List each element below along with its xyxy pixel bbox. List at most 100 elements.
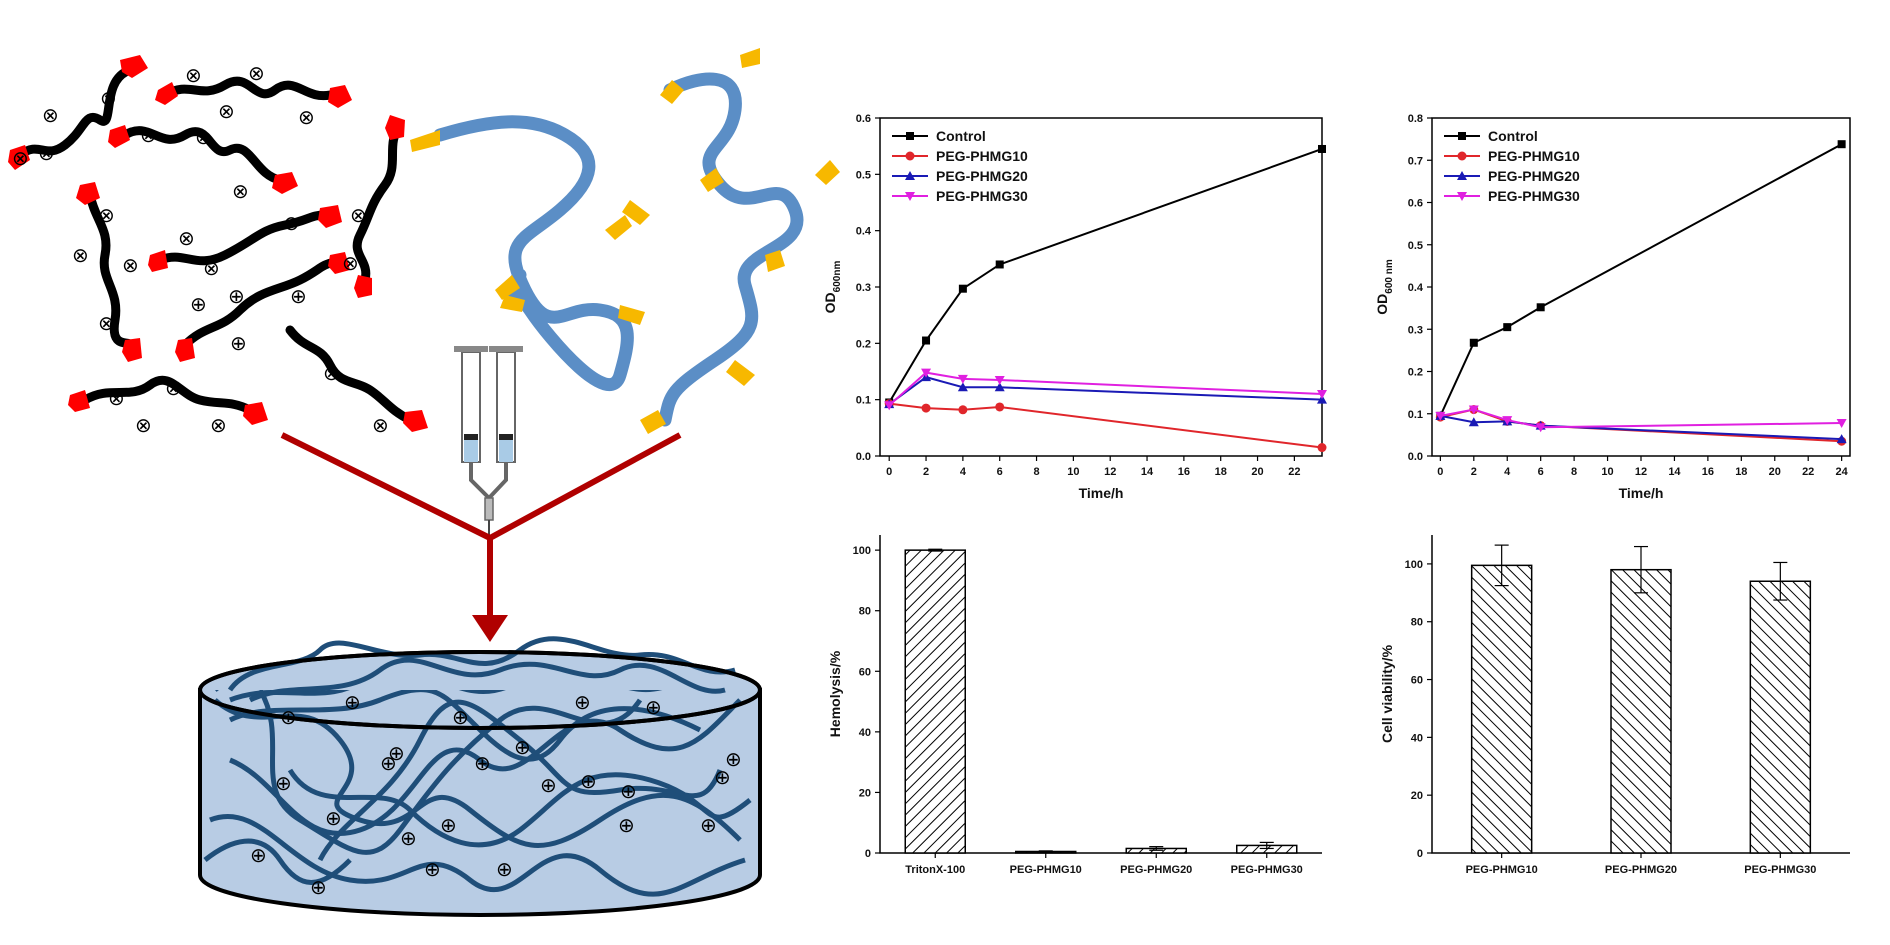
series-line <box>889 402 1323 449</box>
svg-text:⊕: ⊕ <box>440 815 457 837</box>
axis-ticks: 0 2 4 6 8 10 12 14 16 18 20 22 0.0 0.1 0.2 0.3 0.4 0.5 0.6 <box>856 113 1301 478</box>
data-point <box>1836 419 1847 429</box>
series-line <box>1440 408 1842 429</box>
x-tick-label: 22 <box>1288 466 1300 478</box>
legend-marker <box>1458 132 1466 140</box>
y-tick-label: 80 <box>1411 617 1423 629</box>
error-bar <box>1494 544 1509 587</box>
svg-text:⊕: ⊕ <box>452 707 469 729</box>
y-tick-label: 0.0 <box>1408 451 1423 463</box>
dual-syringe-icon <box>454 346 523 536</box>
bar <box>1610 568 1672 854</box>
x-tick-label: 12 <box>1635 466 1647 478</box>
error-bar <box>1038 850 1053 853</box>
legend-marker <box>1457 171 1467 180</box>
svg-text:⊗: ⊗ <box>323 363 340 385</box>
y-tick-label: 0.8 <box>1408 113 1423 125</box>
data-point <box>1318 144 1326 153</box>
svg-text:⊕: ⊕ <box>228 286 245 308</box>
legend-marker <box>905 151 915 161</box>
y-tick-label: 80 <box>859 606 871 618</box>
svg-text:⊗: ⊗ <box>42 105 59 127</box>
red-end-groups <box>8 55 428 432</box>
x-tick-label: 18 <box>1735 466 1747 478</box>
category-label: TritonX-100 <box>905 864 965 876</box>
data-point <box>884 401 895 411</box>
y-tick-label: 100 <box>853 545 871 557</box>
legend-marker <box>1457 151 1467 161</box>
x-tick-label: 10 <box>1601 466 1613 478</box>
x-tick-label: 8 <box>1033 466 1039 478</box>
y-tick-label: 0.1 <box>856 395 871 407</box>
x-tick-label: 2 <box>1471 466 1477 478</box>
data-point <box>1503 323 1512 332</box>
data-point <box>957 374 968 384</box>
svg-text:⊕: ⊕ <box>400 828 417 850</box>
error-bar <box>928 548 943 552</box>
legend-label: Control <box>1488 128 1538 144</box>
error-bar <box>1773 561 1788 601</box>
y-tick-label: 0.7 <box>1408 155 1423 167</box>
y-axis-title: OD600nm <box>822 261 843 314</box>
svg-text:⊕: ⊕ <box>714 767 731 789</box>
data-point <box>957 382 968 392</box>
data-point <box>1836 434 1847 444</box>
bar <box>1749 580 1812 854</box>
od-growth-chart-1: 0 2 4 6 8 10 12 14 16 18 20 22 0.0 0.1 0.2 0.3 0.4 0.5 0.6… <box>822 113 1327 501</box>
error-bar <box>1149 846 1164 851</box>
x-tick-label: 0 <box>1437 466 1443 478</box>
svg-text:⊕: ⊕ <box>250 845 267 867</box>
svg-text:⊗: ⊗ <box>283 213 300 235</box>
legend-marker <box>906 132 914 140</box>
x-axis-title: Time/h <box>1079 485 1124 501</box>
data-point <box>1317 443 1327 453</box>
svg-text:⊗: ⊗ <box>140 125 157 147</box>
svg-text:⊗: ⊗ <box>203 258 220 280</box>
x-tick-label: 6 <box>997 466 1003 478</box>
y-tick-label: 60 <box>1411 675 1423 687</box>
svg-text:⊗: ⊗ <box>298 107 315 129</box>
hydrogel-schematic: ⊗ ⊗ ⊗ ⊗ ⊗ ⊗ ⊗ ⊗ ⊗ ⊗ ⊗ ⊗ ⊗ ⊗ ⊗ ⊗ ⊗ ⊗ ⊗ ⊗ ⊗ ⊗ ⊗ ⊗ ⊗ ⊗ ⊕… <box>8 48 840 917</box>
svg-text:⊕: ⊕ <box>618 815 635 837</box>
data-point <box>922 336 931 345</box>
x-axis-title: Time/h <box>1619 485 1664 501</box>
category-label: PEG-PHMG30 <box>1231 864 1303 876</box>
svg-text:⊗: ⊗ <box>98 205 115 227</box>
axis-ticks: 0 2 4 6 8 10 12 14 16 18 20 22 240.00.10.20.30.40.50… <box>1408 113 1849 478</box>
x-tick-label: 2 <box>923 466 929 478</box>
x-tick-label: 24 <box>1836 466 1849 478</box>
svg-text:⊗: ⊗ <box>195 127 212 149</box>
data-point <box>1317 390 1327 400</box>
y-tick-label: 0.6 <box>1408 198 1423 210</box>
y-axis-title: OD600 nm <box>1374 259 1395 315</box>
x-tick-label: 4 <box>960 466 967 478</box>
svg-text:⊗: ⊗ <box>178 228 195 250</box>
y-tick-label: 0.1 <box>1408 409 1423 421</box>
svg-text:⊕: ⊕ <box>344 692 361 714</box>
series-line <box>888 148 1323 403</box>
series-peg-phmg10 <box>884 399 1327 453</box>
data-point <box>1837 140 1846 149</box>
x-tick-label: 20 <box>1251 466 1263 478</box>
y-tick-label: 20 <box>859 787 871 799</box>
svg-text:⊕: ⊕ <box>514 737 531 759</box>
series-peg-phmg30 <box>1435 405 1847 433</box>
y-axis-title: Hemolysis/% <box>827 650 843 737</box>
svg-text:⊕: ⊕ <box>290 286 307 308</box>
y-tick-label: 0.2 <box>1408 367 1423 379</box>
data-point <box>995 260 1004 269</box>
data-point <box>1468 405 1479 415</box>
svg-text:⊕: ⊕ <box>388 743 405 765</box>
x-tick-label: 18 <box>1215 466 1227 478</box>
svg-text:⊗: ⊗ <box>210 415 227 437</box>
data-point <box>958 284 967 293</box>
y-tick-label: 0.3 <box>856 282 871 294</box>
y-tick-label: 0.2 <box>856 338 871 350</box>
y-tick-label: 0.5 <box>856 169 871 181</box>
legend-label: PEG-PHMG10 <box>1488 148 1580 164</box>
svg-text:⊕: ⊕ <box>474 753 491 775</box>
svg-text:⊕: ⊕ <box>275 773 292 795</box>
gel-charges: ⊕⊕ ⊕⊕ ⊕⊕ ⊕⊕ ⊕ ⊕ ⊕⊕ ⊕⊕ ⊕⊕ ⊕⊕ ⊕⊕ ⊕ ⊕ ⊕⊕ <box>250 692 742 899</box>
svg-text:⊕: ⊕ <box>645 697 662 719</box>
